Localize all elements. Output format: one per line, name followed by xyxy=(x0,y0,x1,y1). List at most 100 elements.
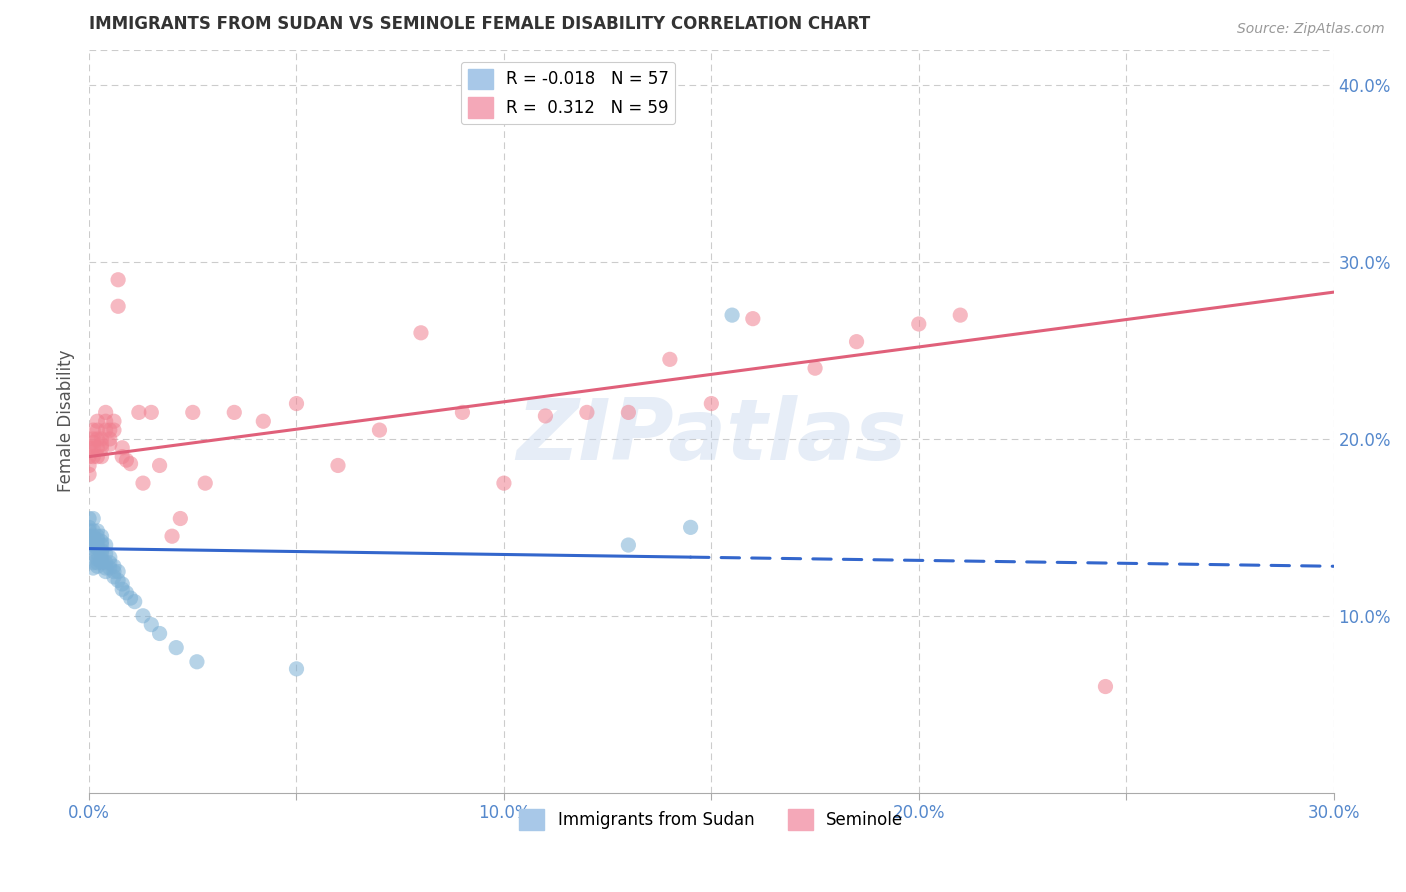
Point xyxy=(949,308,972,322)
Point xyxy=(90,432,112,446)
Legend: Immigrants from Sudan, Seminole: Immigrants from Sudan, Seminole xyxy=(513,803,910,837)
Point xyxy=(77,511,100,525)
Point xyxy=(141,405,163,419)
Point xyxy=(107,273,129,287)
Point xyxy=(149,458,172,473)
Text: IMMIGRANTS FROM SUDAN VS SEMINOLE FEMALE DISABILITY CORRELATION CHART: IMMIGRANTS FROM SUDAN VS SEMINOLE FEMALE… xyxy=(89,15,870,33)
Point xyxy=(575,405,598,419)
Point xyxy=(111,450,134,464)
Point xyxy=(98,437,121,451)
Point xyxy=(132,608,155,623)
Point xyxy=(86,423,108,437)
Point xyxy=(804,361,827,376)
Point xyxy=(103,559,125,574)
Point xyxy=(86,547,108,561)
Point xyxy=(82,450,104,464)
Point xyxy=(90,534,112,549)
Point xyxy=(86,556,108,570)
Point xyxy=(98,432,121,446)
Point xyxy=(82,533,104,547)
Point xyxy=(86,441,108,455)
Point xyxy=(86,529,108,543)
Point xyxy=(103,423,125,437)
Point xyxy=(77,533,100,547)
Point xyxy=(77,441,100,455)
Point xyxy=(700,396,723,410)
Point xyxy=(721,308,744,322)
Point xyxy=(90,437,112,451)
Point xyxy=(86,450,108,464)
Point xyxy=(94,414,117,428)
Point xyxy=(77,524,100,538)
Point xyxy=(103,570,125,584)
Point xyxy=(194,476,217,491)
Point xyxy=(77,520,100,534)
Point xyxy=(1094,680,1116,694)
Point xyxy=(186,655,208,669)
Point xyxy=(82,511,104,525)
Point xyxy=(149,626,172,640)
Point xyxy=(90,547,112,561)
Point xyxy=(115,453,138,467)
Point xyxy=(169,511,191,525)
Point xyxy=(77,458,100,473)
Point xyxy=(82,432,104,446)
Point xyxy=(82,435,104,450)
Text: ZIPatlas: ZIPatlas xyxy=(516,394,907,477)
Point xyxy=(90,552,112,566)
Y-axis label: Female Disability: Female Disability xyxy=(58,350,75,492)
Point xyxy=(82,524,104,538)
Point xyxy=(77,450,100,464)
Point xyxy=(90,543,112,558)
Point xyxy=(94,556,117,570)
Point xyxy=(285,662,308,676)
Point xyxy=(160,529,183,543)
Point xyxy=(285,396,308,410)
Point xyxy=(679,520,702,534)
Point xyxy=(94,561,117,575)
Point xyxy=(86,552,108,566)
Point xyxy=(90,556,112,570)
Point xyxy=(77,467,100,482)
Point xyxy=(86,538,108,552)
Point xyxy=(98,561,121,575)
Point xyxy=(120,591,142,606)
Point xyxy=(90,529,112,543)
Point xyxy=(103,565,125,579)
Point xyxy=(77,529,100,543)
Point xyxy=(741,311,763,326)
Point xyxy=(86,414,108,428)
Point xyxy=(165,640,187,655)
Point xyxy=(82,538,104,552)
Point xyxy=(409,326,432,340)
Point xyxy=(98,556,121,570)
Point xyxy=(90,441,112,455)
Point xyxy=(107,574,129,588)
Point xyxy=(94,565,117,579)
Point xyxy=(845,334,868,349)
Point xyxy=(132,476,155,491)
Point xyxy=(252,414,274,428)
Point xyxy=(492,476,515,491)
Point xyxy=(224,405,246,419)
Point xyxy=(128,405,150,419)
Point xyxy=(326,458,349,473)
Point xyxy=(368,423,391,437)
Point xyxy=(82,529,104,543)
Point xyxy=(82,541,104,556)
Point xyxy=(94,538,117,552)
Point xyxy=(181,405,204,419)
Point xyxy=(103,414,125,428)
Point xyxy=(115,586,138,600)
Point xyxy=(98,550,121,565)
Point xyxy=(124,594,146,608)
Point xyxy=(111,577,134,591)
Text: Source: ZipAtlas.com: Source: ZipAtlas.com xyxy=(1237,22,1385,37)
Point xyxy=(94,547,117,561)
Point xyxy=(617,405,640,419)
Point xyxy=(907,317,929,331)
Point xyxy=(82,561,104,575)
Point xyxy=(82,556,104,570)
Point xyxy=(86,541,108,556)
Point xyxy=(111,582,134,597)
